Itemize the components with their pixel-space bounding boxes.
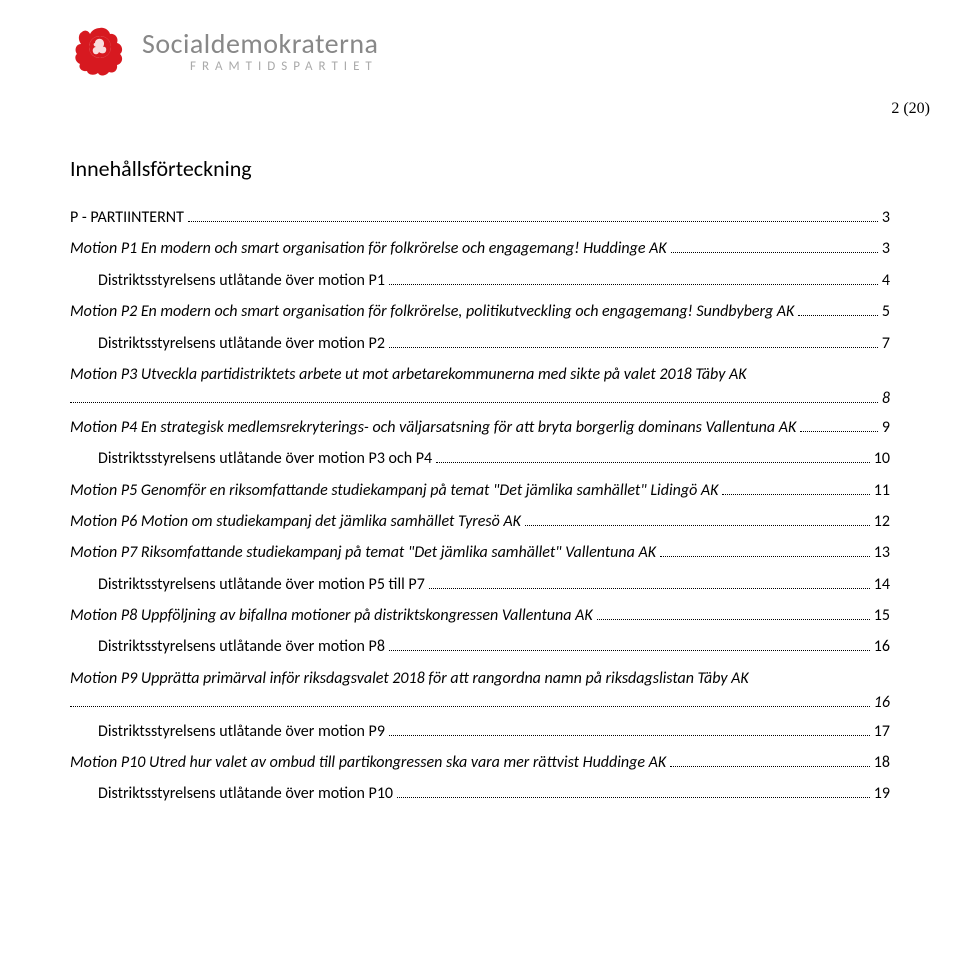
- toc-entry: Motion P9 Upprätta primärval inför riksd…: [70, 668, 890, 690]
- toc-leader: [389, 270, 878, 284]
- toc-entry-page: 4: [882, 270, 890, 292]
- logo-sub-text: FRAMTIDSPARTIET: [190, 59, 378, 74]
- toc-leader: [798, 302, 878, 316]
- toc-entry: Motion P2 En modern och smart organisati…: [70, 301, 890, 323]
- toc-entry: Motion P3 Utveckla partidistriktets arbe…: [70, 364, 890, 386]
- toc-entry-page: 19: [874, 783, 890, 805]
- toc-entry-page: 12: [874, 511, 890, 533]
- toc-entry: Motion P10 Utred hur valet av ombud till…: [70, 752, 890, 774]
- toc-entry: Distriktsstyrelsens utlåtande över motio…: [70, 783, 890, 805]
- toc-entry-label: Motion P4 En strategisk medlemsrekryteri…: [70, 417, 796, 439]
- logo-block: Socialdemokraterna FRAMTIDSPARTIET: [70, 20, 890, 80]
- logo-main-text: Socialdemokraterna: [142, 26, 378, 61]
- toc-leader: [722, 480, 869, 494]
- toc-leader: [389, 721, 870, 735]
- toc-entry-label: Distriktsstyrelsens utlåtande över motio…: [98, 783, 393, 805]
- toc-entry: Motion P1 En modern och smart organisati…: [70, 238, 890, 260]
- toc-entry: Distriktsstyrelsens utlåtande över motio…: [70, 574, 890, 596]
- toc-entry: Distriktsstyrelsens utlåtande över motio…: [70, 333, 890, 355]
- toc-entry-label: Distriktsstyrelsens utlåtande över motio…: [98, 721, 385, 743]
- toc-entry: Distriktsstyrelsens utlåtande över motio…: [70, 721, 890, 743]
- toc-entry: Motion P7 Riksomfattande studiekampanj p…: [70, 542, 890, 564]
- toc-leader: [429, 574, 870, 588]
- page-number: 2 (20): [891, 100, 930, 118]
- toc-entry-label: Motion P3 Utveckla partidistriktets arbe…: [70, 364, 747, 386]
- table-of-contents: P - PARTIINTERNT 3 Motion P1 En modern och…: [70, 207, 890, 806]
- toc-entry-page: 18: [874, 752, 890, 774]
- toc-entry: Motion P5 Genomför en riksomfattande stu…: [70, 480, 890, 502]
- toc-entry-label: Motion P6 Motion om studiekampanj det jä…: [70, 511, 521, 533]
- toc-entry-label: P - PARTIINTERNT: [70, 207, 184, 229]
- toc-entry: Distriktsstyrelsens utlåtande över motio…: [70, 636, 890, 658]
- toc-entry-continuation: 16: [70, 692, 890, 711]
- toc-entry-page: 17: [874, 721, 890, 743]
- toc-title: Innehållsförteckning: [70, 155, 890, 182]
- toc-entry-page: 3: [882, 207, 890, 229]
- toc-entry-label: Motion P9 Upprätta primärval inför riksd…: [70, 668, 749, 690]
- toc-entry-label: Motion P8 Uppföljning av bifallna motion…: [70, 605, 593, 627]
- toc-entry-label: Distriktsstyrelsens utlåtande över motio…: [98, 333, 385, 355]
- toc-entry-label: Motion P7 Riksomfattande studiekampanj p…: [70, 542, 656, 564]
- toc-leader: [670, 753, 870, 767]
- toc-leader: [525, 512, 870, 526]
- toc-entry-page: 3: [882, 238, 890, 260]
- toc-leader: [597, 606, 870, 620]
- toc-leader: [671, 239, 878, 253]
- toc-leader: [389, 637, 870, 651]
- toc-entry-label: Distriktsstyrelsens utlåtande över motio…: [98, 270, 385, 292]
- toc-entry-label: Distriktsstyrelsens utlåtande över motio…: [98, 574, 425, 596]
- toc-entry-label: Motion P1 En modern och smart organisati…: [70, 238, 667, 260]
- toc-entry-page: 14: [874, 574, 890, 596]
- toc-entry-page: 11: [874, 480, 890, 502]
- toc-entry-page: 7: [882, 333, 890, 355]
- toc-leader: [800, 417, 878, 431]
- toc-entry-page: 16: [874, 636, 890, 658]
- toc-leader: [389, 333, 878, 347]
- toc-entry: P - PARTIINTERNT 3: [70, 207, 890, 229]
- toc-entry-label: Distriktsstyrelsens utlåtande över motio…: [98, 448, 432, 470]
- toc-entry-page: 9: [882, 417, 890, 439]
- toc-entry-label: Motion P5 Genomför en riksomfattande stu…: [70, 480, 718, 502]
- logo-text: Socialdemokraterna FRAMTIDSPARTIET: [142, 26, 378, 74]
- toc-leader: [436, 449, 870, 463]
- toc-leader: [397, 784, 870, 798]
- toc-entry: Distriktsstyrelsens utlåtande över motio…: [70, 270, 890, 292]
- toc-entry-page: 16: [874, 693, 890, 712]
- toc-entry-label: Motion P2 En modern och smart organisati…: [70, 301, 794, 323]
- toc-entry: Motion P8 Uppföljning av bifallna motion…: [70, 605, 890, 627]
- toc-entry: Motion P6 Motion om studiekampanj det jä…: [70, 511, 890, 533]
- toc-entry-label: Motion P10 Utred hur valet av ombud till…: [70, 752, 666, 774]
- toc-entry-page: 10: [874, 448, 890, 470]
- toc-leader: [70, 692, 870, 706]
- toc-entry-page: 5: [882, 301, 890, 323]
- toc-entry: Distriktsstyrelsens utlåtande över motio…: [70, 448, 890, 470]
- toc-entry-page: 15: [874, 605, 890, 627]
- rose-logo-icon: [70, 20, 130, 80]
- toc-leader: [70, 388, 878, 402]
- toc-entry-continuation: 8: [70, 388, 890, 407]
- toc-entry-page: 8: [882, 389, 890, 408]
- toc-entry-label: Distriktsstyrelsens utlåtande över motio…: [98, 636, 385, 658]
- toc-leader: [188, 208, 878, 222]
- toc-entry-page: 13: [874, 542, 890, 564]
- toc-entry: Motion P4 En strategisk medlemsrekryteri…: [70, 417, 890, 439]
- document-header: Socialdemokraterna FRAMTIDSPARTIET: [70, 20, 890, 80]
- toc-leader: [660, 543, 870, 557]
